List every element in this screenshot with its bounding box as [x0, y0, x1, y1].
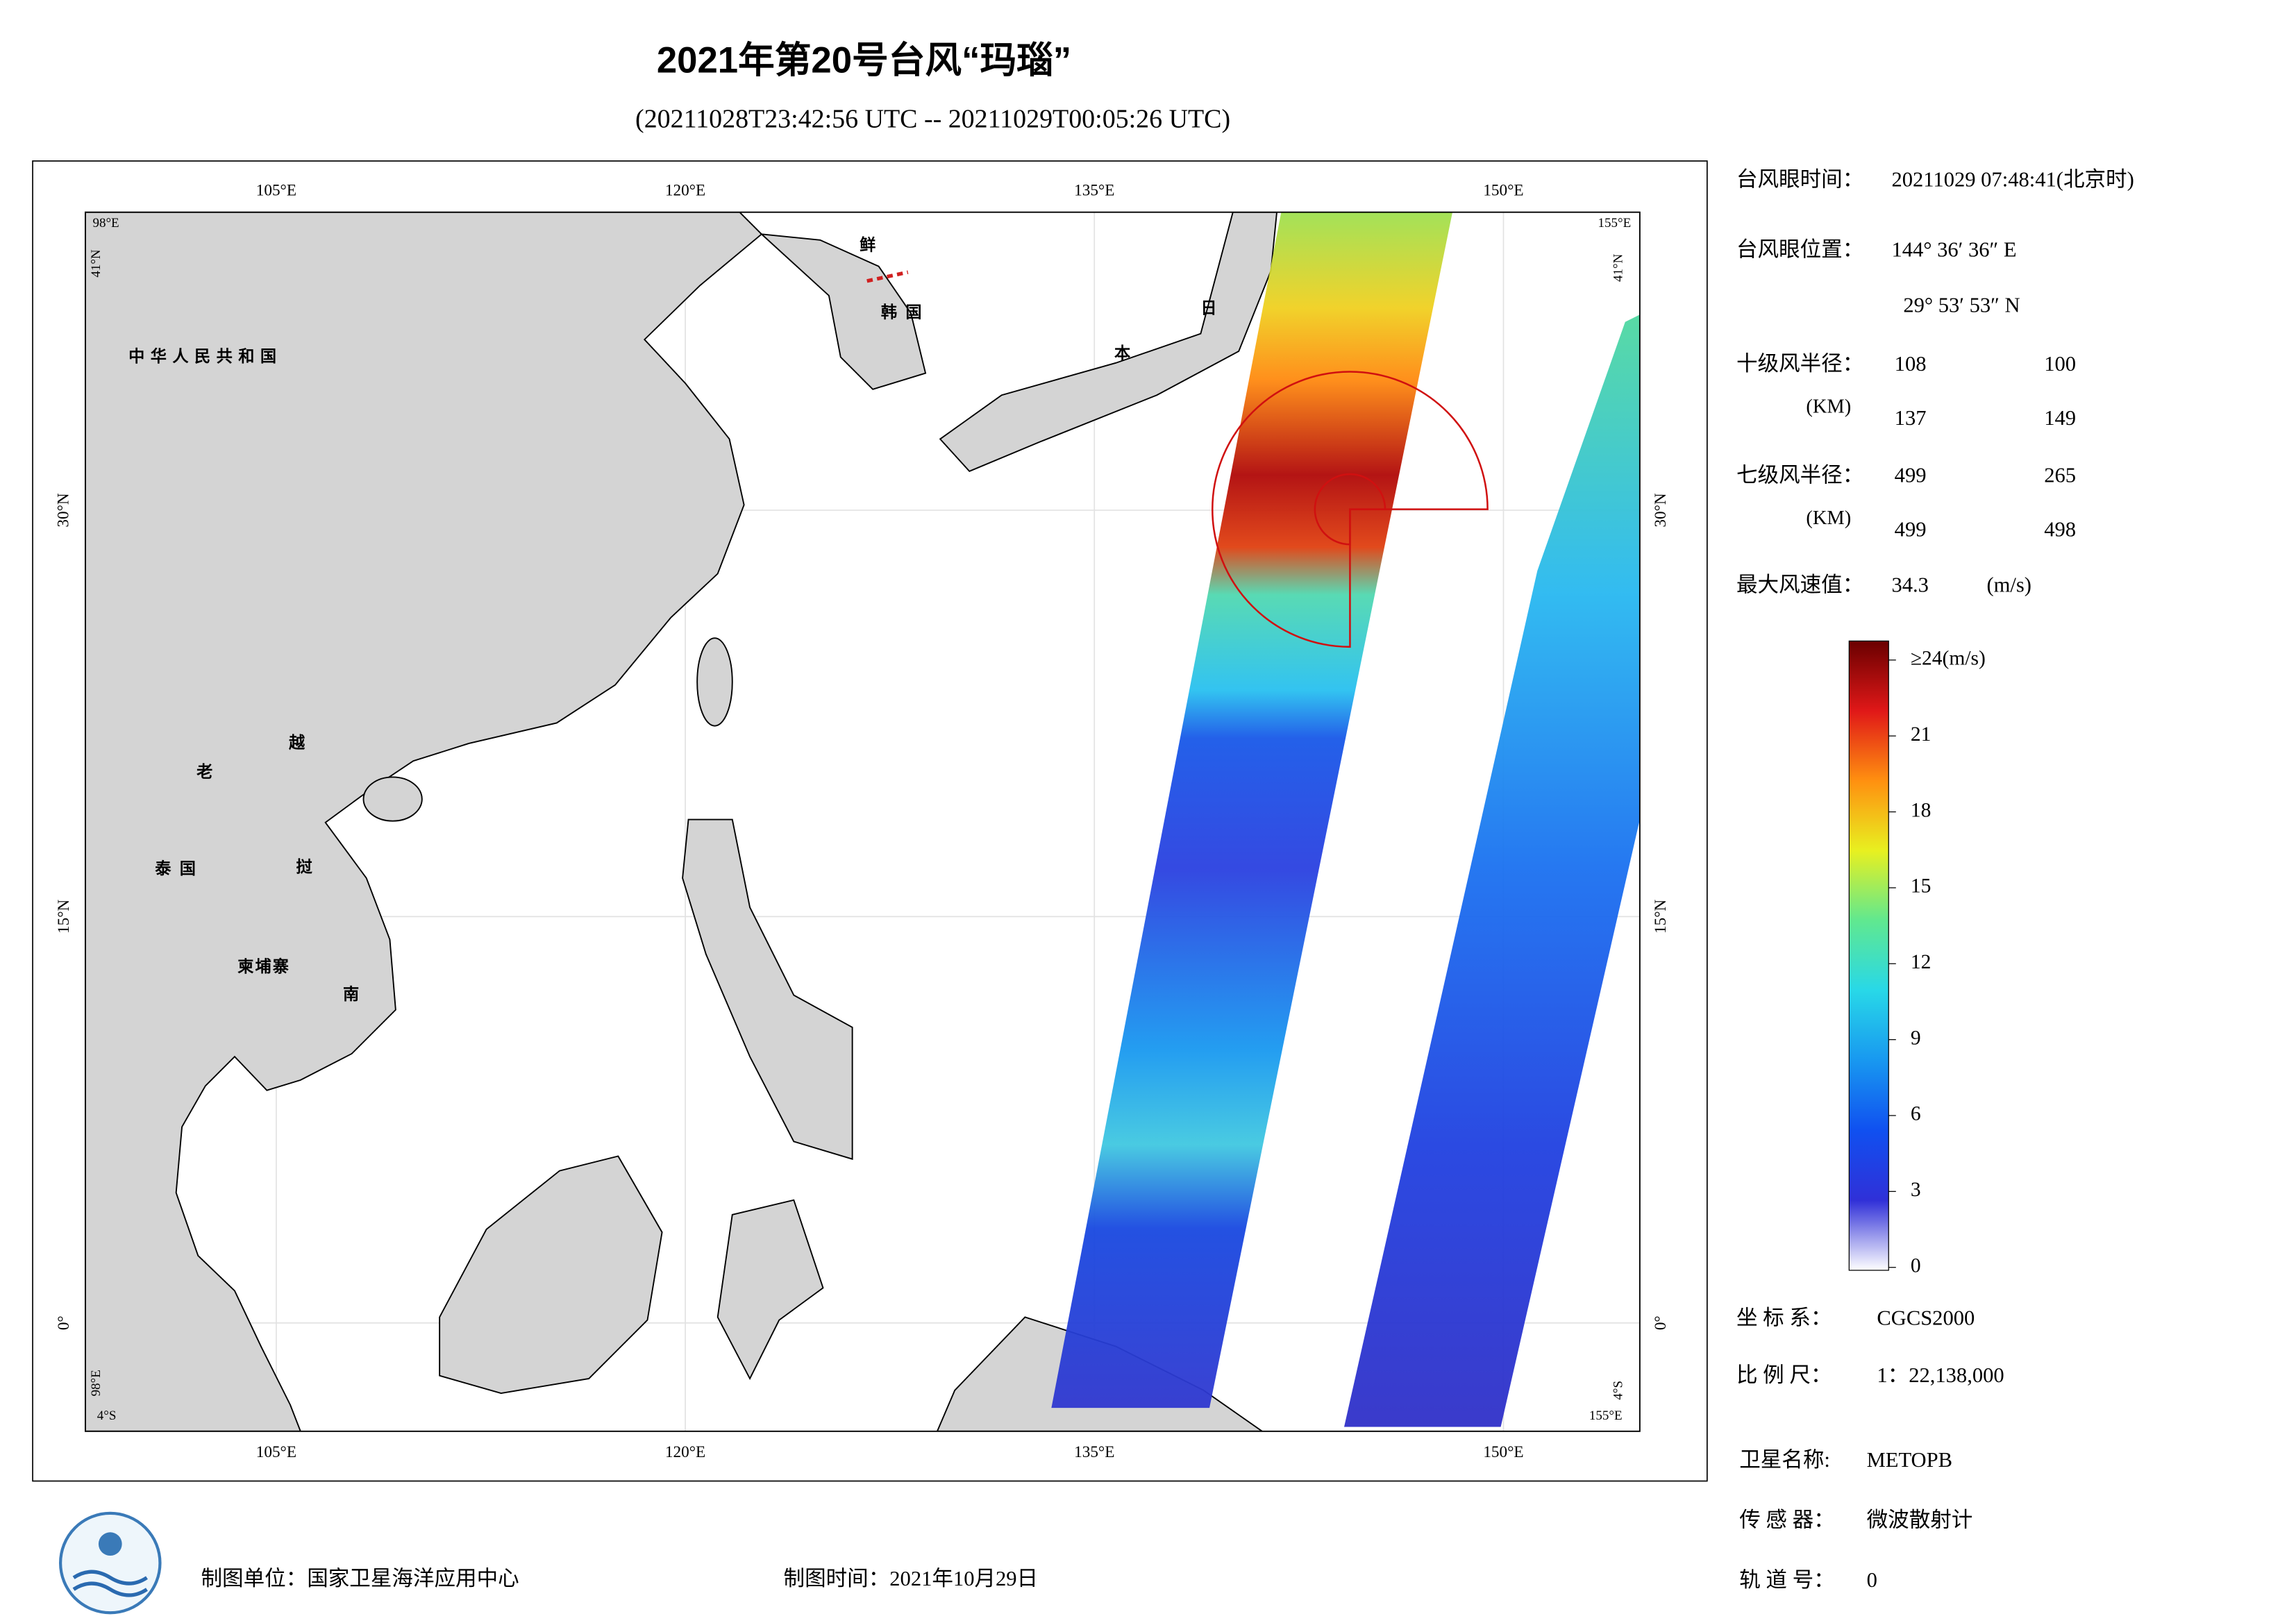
subtitle: (20211028T23:42:56 UTC -- 20211029T00:05… [635, 105, 1230, 134]
corner-label: 4°S [1611, 1381, 1626, 1400]
y-tick-label: 0° [1652, 1315, 1670, 1330]
info-label: 传 感 器： [1739, 1508, 1834, 1532]
info-label: 十级风半径： [1736, 352, 1863, 376]
country-label: 南 [343, 985, 360, 1004]
colorbar-label: 9 [1911, 1027, 1921, 1049]
info-label: 最大风速值： [1736, 573, 1863, 596]
radius-value: 137 [1895, 406, 1927, 430]
info-unit: (m/s) [1987, 573, 2031, 596]
y-tick-label: 30°N [1652, 493, 1670, 527]
info-value: 144° 36′ 36″ E [1891, 238, 2016, 262]
country-label: 中华人民共和国 [128, 347, 282, 366]
colorbar-label: 3 [1911, 1179, 1921, 1201]
info-value: 1：22,138,000 [1877, 1363, 2004, 1387]
country-label: 越 [289, 733, 306, 752]
footer-text: 制图时间：2021年10月29日 [784, 1567, 1039, 1590]
country-label: 本 [1114, 344, 1132, 363]
asia-mainland [85, 212, 763, 1431]
philippines [682, 818, 853, 1160]
country-label: 挝 [296, 858, 314, 877]
borneo [439, 1155, 663, 1394]
taiwan [696, 637, 733, 727]
sulawesi [717, 1199, 824, 1381]
wind-radii [1211, 371, 1489, 648]
info-value: CGCS2000 [1877, 1306, 1975, 1330]
colorbar-label: 0 [1911, 1254, 1921, 1277]
info-label: 台风眼位置： [1736, 238, 1863, 262]
footer-text: 制图单位：国家卫星海洋应用中心 [201, 1567, 519, 1590]
radius-7 [1211, 371, 1489, 648]
info-unit: (KM) [1806, 396, 1851, 418]
info-value: 20211029 07:48:41(北京时) [1891, 167, 2134, 191]
y-tick-label: 30°N [55, 493, 73, 527]
info-value: 微波散射计 [1867, 1508, 1973, 1532]
corner-label: 41°N [1611, 253, 1626, 282]
radius-value: 499 [1895, 517, 1927, 541]
info-value: 29° 53′ 53″ N [1903, 294, 2020, 317]
swath-2 [1343, 314, 1640, 1427]
info-label: 七级风半径： [1736, 463, 1863, 487]
radius-value: 499 [1895, 463, 1927, 487]
colorbar [1848, 640, 1889, 1271]
corner-label: 4°S [97, 1408, 117, 1423]
y-tick-label: 0° [55, 1315, 73, 1330]
y-tick-label: 15°N [1652, 899, 1670, 933]
korea-border [866, 270, 909, 283]
x-tick-label: 120°E [665, 182, 705, 200]
x-tick-label: 105°E [256, 1443, 296, 1461]
corner-label: 155°E [1598, 216, 1632, 230]
wind-swaths [1051, 212, 1640, 1427]
colorbar-label: 6 [1911, 1103, 1921, 1125]
x-tick-label: 150°E [1483, 1443, 1523, 1461]
japan [939, 212, 1277, 472]
country-label: 柬埔寨 [237, 957, 290, 976]
info-label: 卫星名称: [1739, 1448, 1830, 1472]
x-tick-label: 135°E [1074, 1443, 1114, 1461]
info-value: 34.3 [1891, 573, 1928, 596]
radius-value: 498 [2044, 517, 2076, 541]
info-label: 坐 标 系： [1736, 1306, 1832, 1330]
radius-value: 100 [2044, 352, 2076, 376]
y-tick-label: 15°N [55, 899, 73, 933]
title: 2021年第20号台风“玛瑙” [657, 40, 1071, 81]
land [85, 212, 1277, 1431]
map-frame [84, 211, 1641, 1432]
logo [58, 1511, 162, 1615]
radius-value: 149 [2044, 406, 2076, 430]
info-label: 台风眼时间： [1736, 167, 1863, 191]
x-tick-label: 120°E [665, 1443, 705, 1461]
country-label: 老 [196, 763, 214, 782]
info-label: 轨 道 号： [1739, 1568, 1834, 1592]
x-tick-label: 150°E [1483, 182, 1523, 200]
colorbar-label: ≥24(m/s) [1911, 648, 1986, 670]
colorbar-label: 15 [1911, 875, 1932, 898]
x-tick-label: 105°E [256, 182, 296, 200]
country-label: 鲜 [860, 236, 877, 255]
colorbar-label: 12 [1911, 951, 1932, 973]
country-label: 泰 国 [154, 859, 197, 878]
country-label: 日 [1200, 298, 1218, 317]
info-value: 0 [1867, 1568, 1877, 1592]
corner-label: 41°N [89, 249, 103, 278]
outer-frame [32, 160, 1708, 1482]
colorbar-label: 18 [1911, 799, 1932, 821]
corner-label: 98°E [89, 1370, 103, 1396]
info-label: 比 例 尺： [1736, 1363, 1832, 1387]
info-unit: (KM) [1806, 507, 1851, 529]
hainan [362, 776, 423, 822]
swath-1 [1051, 212, 1453, 1408]
corner-label: 98°E [92, 216, 119, 230]
korea [760, 233, 927, 390]
info-value: METOPB [1867, 1448, 1952, 1472]
country-label: 韩 国 [881, 303, 923, 322]
radius-10 [1314, 473, 1386, 546]
colorbar-label: 21 [1911, 723, 1932, 746]
radius-value: 265 [2044, 463, 2076, 487]
x-tick-label: 135°E [1074, 182, 1114, 200]
radius-value: 108 [1895, 352, 1927, 376]
corner-label: 155°E [1589, 1408, 1623, 1423]
